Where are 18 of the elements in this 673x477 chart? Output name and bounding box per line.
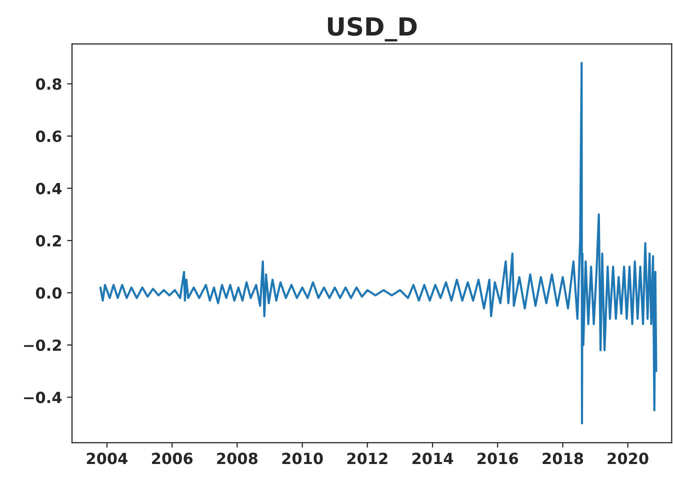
x-tick-label: 2020 [608, 452, 648, 464]
x-tick-label: 2008 [217, 452, 258, 464]
y-tick-label: −0.4 [24, 392, 62, 404]
x-tick-label: 2018 [542, 452, 584, 464]
y-tick-label: −0.2 [24, 339, 61, 352]
x-tick-label: 2014 [412, 452, 454, 464]
x-tick-label: 2016 [478, 452, 518, 464]
x-tick-label: 2012 [347, 452, 388, 464]
y-tick-label: 0.6 [36, 130, 62, 142]
y-tick-label: 0.0 [36, 287, 62, 299]
chart-title: USD_D [328, 16, 417, 42]
x-tick-label: 2004 [86, 452, 128, 464]
x-tick-label: 2006 [152, 452, 193, 464]
y-tick-label: 0.8 [36, 78, 62, 90]
y-tick-label: 0.4 [36, 182, 62, 194]
x-tick-label: 2010 [282, 452, 323, 464]
y-tick-label: 0.2 [36, 234, 61, 247]
line-series [99, 62, 658, 424]
